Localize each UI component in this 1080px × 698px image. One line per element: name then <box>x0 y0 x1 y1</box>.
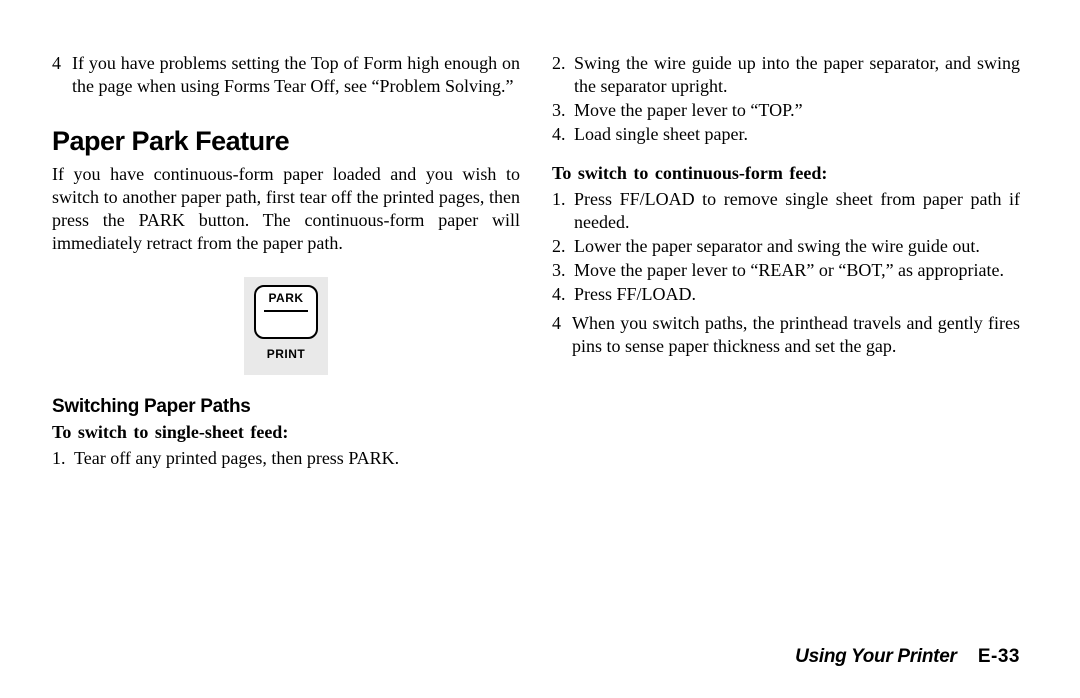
step-number: 3. <box>552 259 574 282</box>
continuous-form-steps: 1. Press FF/LOAD to remove single sheet … <box>552 188 1020 306</box>
footer-title: Using Your Printer <box>795 646 956 667</box>
single-sheet-steps-cont: 2. Swing the wire guide up into the pape… <box>552 52 1020 146</box>
note-bullet: 4 <box>552 312 572 358</box>
step-text: Tear off any printed pages, then press P… <box>74 447 520 470</box>
single-sheet-steps: 1. Tear off any printed pages, then pres… <box>52 447 520 470</box>
step-number: 4. <box>552 123 574 146</box>
step-number: 2. <box>552 52 574 98</box>
heading-single-sheet: To switch to single-sheet feed: <box>52 421 520 444</box>
page: 4 If you have problems setting the Top o… <box>0 0 1080 698</box>
list-item: 1. Press FF/LOAD to remove single sheet … <box>552 188 1020 234</box>
heading-continuous-form: To switch to continuous-form feed: <box>552 162 1020 185</box>
step-text: Lower the paper separator and swing the … <box>574 235 1020 258</box>
right-column: 2. Swing the wire guide up into the pape… <box>552 52 1020 471</box>
intro-paragraph: If you have continuous-form paper loaded… <box>52 163 520 255</box>
step-text: Swing the wire guide up into the paper s… <box>574 52 1020 98</box>
list-item: 2. Lower the paper separator and swing t… <box>552 235 1020 258</box>
heading-switching-paths: Switching Paper Paths <box>52 395 520 419</box>
page-footer: Using Your Printer E-33 <box>795 646 1020 668</box>
left-column: 4 If you have problems setting the Top o… <box>52 52 520 471</box>
park-button-icon: PARK <box>254 285 318 339</box>
list-item: 1. Tear off any printed pages, then pres… <box>52 447 520 470</box>
note-text: When you switch paths, the printhead tra… <box>572 312 1020 358</box>
list-item: 4. Load single sheet paper. <box>552 123 1020 146</box>
park-label: PARK <box>268 291 303 306</box>
list-item: 2. Swing the wire guide up into the pape… <box>552 52 1020 98</box>
park-button-figure: PARK PRINT <box>244 277 328 375</box>
step-number: 1. <box>52 447 74 470</box>
step-text: Press FF/LOAD to remove single sheet fro… <box>574 188 1020 234</box>
park-divider-line <box>264 310 308 312</box>
step-number: 2. <box>552 235 574 258</box>
step-text: Move the paper lever to “REAR” or “BOT,”… <box>574 259 1020 282</box>
note-text: If you have problems setting the Top of … <box>72 52 520 98</box>
note-row: 4 When you switch paths, the printhead t… <box>552 312 1020 358</box>
list-item: 3. Move the paper lever to “TOP.” <box>552 99 1020 122</box>
note-row: 4 If you have problems setting the Top o… <box>52 52 520 98</box>
print-label: PRINT <box>267 347 306 362</box>
step-text: Press FF/LOAD. <box>574 283 1020 306</box>
step-number: 1. <box>552 188 574 234</box>
step-text: Load single sheet paper. <box>574 123 1020 146</box>
note-bullet: 4 <box>52 52 72 98</box>
list-item: 3. Move the paper lever to “REAR” or “BO… <box>552 259 1020 282</box>
step-number: 4. <box>552 283 574 306</box>
step-text: Move the paper lever to “TOP.” <box>574 99 1020 122</box>
heading-paper-park: Paper Park Feature <box>52 124 520 159</box>
two-column-layout: 4 If you have problems setting the Top o… <box>52 52 1020 471</box>
list-item: 4. Press FF/LOAD. <box>552 283 1020 306</box>
footer-page-number: E-33 <box>978 646 1020 667</box>
step-number: 3. <box>552 99 574 122</box>
